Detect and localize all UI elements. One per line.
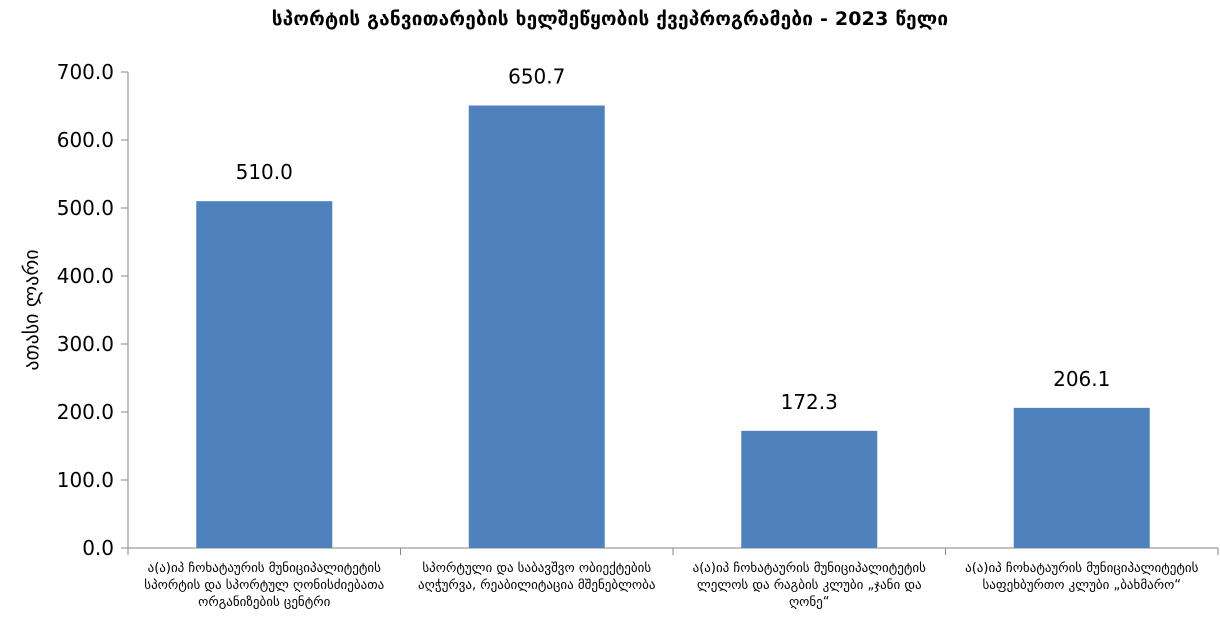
y-tick-label: 500.0 — [57, 196, 114, 220]
x-tick-label: ა(ა)იპ ჩოხატაურის მუნიციპალიტეტის საფეხბ… — [965, 561, 1199, 593]
y-tick-label: 200.0 — [57, 400, 114, 424]
data-label: 172.3 — [781, 390, 838, 414]
bar — [1013, 407, 1150, 548]
y-axis-label: ათასი ლარი — [19, 249, 43, 370]
x-tick-label: სპორტული და საბავშვო ობიექტების აღჭურვა,… — [418, 561, 656, 593]
y-tick-label: 0.0 — [82, 536, 114, 560]
bar — [741, 430, 878, 548]
y-tick-label: 700.0 — [57, 60, 114, 84]
data-label: 510.0 — [236, 160, 293, 184]
x-tick-label: ა(ა)იპ ჩოხატაურის მუნიციპალიტეტის ლელოს … — [692, 561, 926, 610]
bar — [196, 201, 333, 548]
x-tick-label: ა(ა)იპ ჩოხატაურის მუნიციპალიტეტის სპორტი… — [144, 561, 385, 610]
y-tick-label: 600.0 — [57, 128, 114, 152]
y-tick-label: 100.0 — [57, 468, 114, 492]
data-label: 650.7 — [508, 65, 565, 89]
chart-title: სპორტის განვითარების ხელშეწყობის ქვეპროგ… — [271, 8, 949, 30]
y-tick-label: 300.0 — [57, 332, 114, 356]
data-label: 206.1 — [1053, 367, 1110, 391]
bar — [468, 105, 605, 549]
y-tick-label: 400.0 — [57, 264, 114, 288]
